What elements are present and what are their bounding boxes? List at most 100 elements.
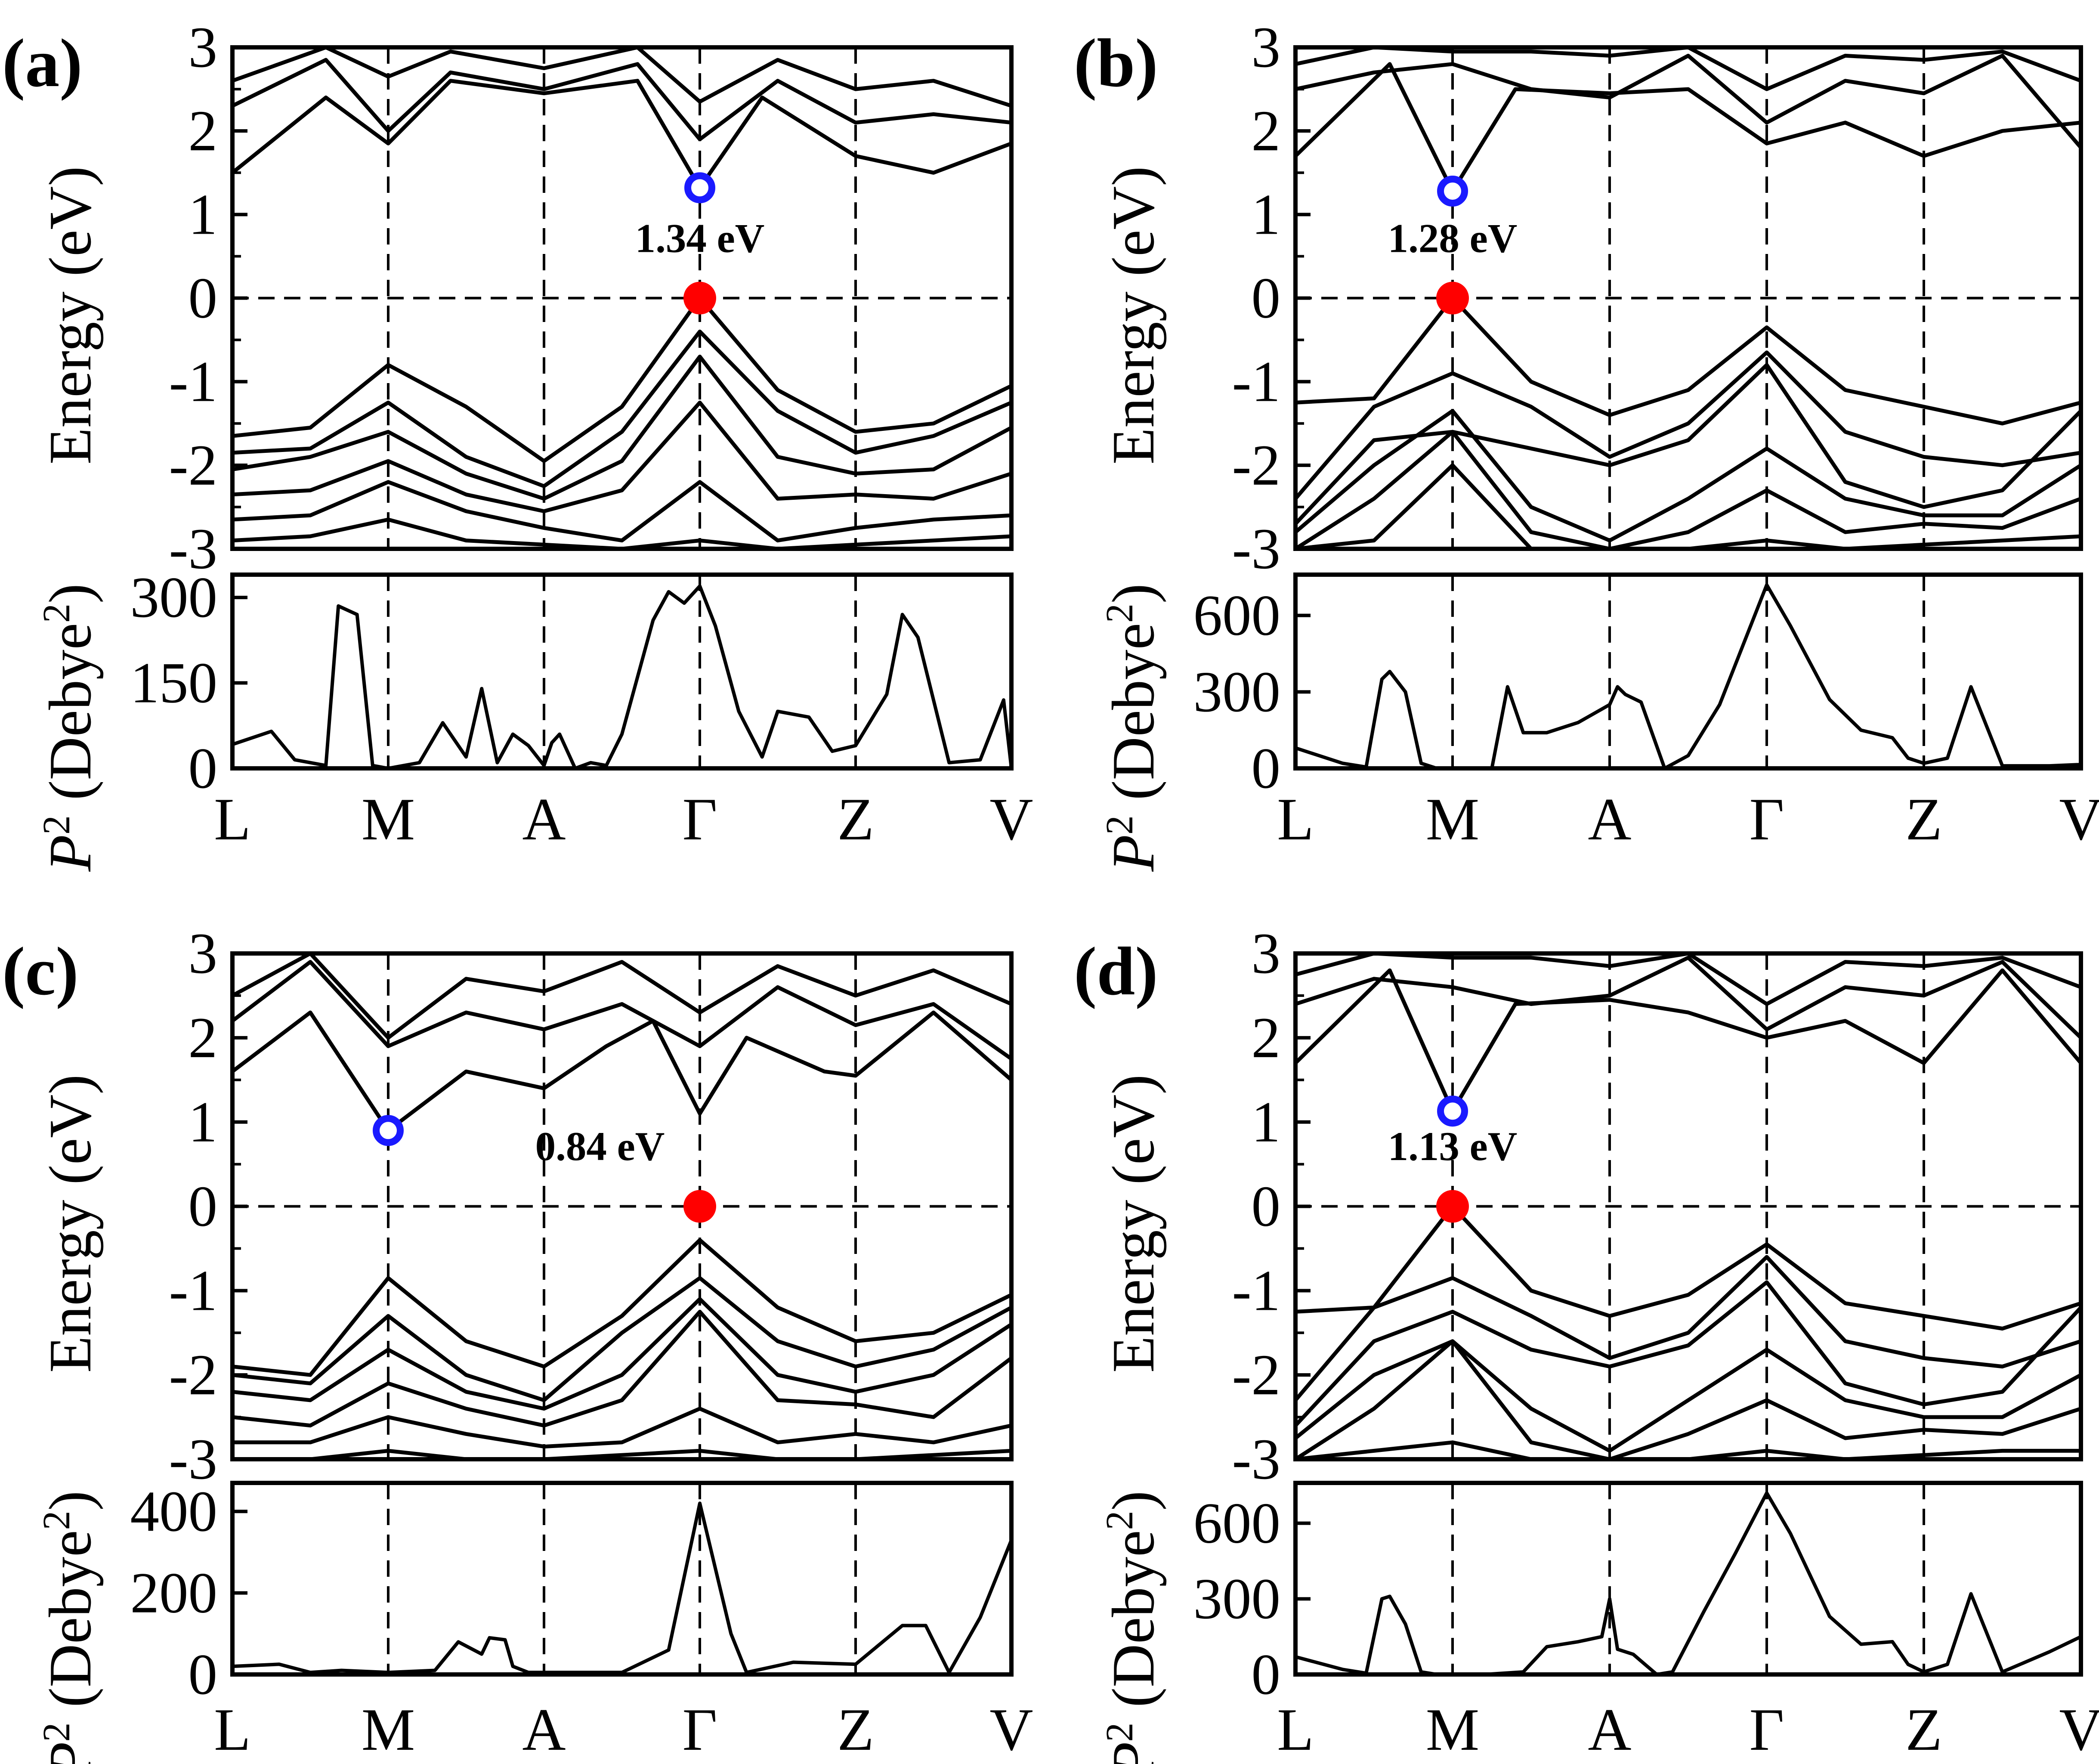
band-2 (232, 960, 1011, 1061)
vbm-marker (683, 282, 716, 315)
p2-line (1295, 1491, 2081, 1674)
x-tick-label: L (1277, 786, 1314, 853)
band-y-tick-label: 2 (189, 1006, 218, 1070)
band-y-tick-label: 1 (1252, 1090, 1281, 1154)
band-9 (1295, 463, 2081, 549)
band-y-tick-label: 0 (1252, 1175, 1281, 1239)
p2-y-tick-label: 300 (1193, 660, 1281, 724)
band-lines (232, 953, 1011, 1459)
p2-y-axis-label: P2 (Debye2) (35, 583, 104, 872)
band-y-tick-label: -1 (169, 350, 217, 414)
x-tick-label: Z (837, 1696, 874, 1763)
band-y-axis-label: Energy (eV) (37, 1074, 104, 1373)
band-3 (1295, 47, 2081, 91)
panel-b: (b) 3 2 1 0 -1 -2 -3 Energy (eV) 1.28 eV 600 300 0 P2… (1074, 15, 2099, 872)
x-tick-label: Z (1905, 1696, 1942, 1763)
band-2 (232, 58, 1011, 142)
p2-plot-frame (1293, 573, 2083, 771)
panel-a: (a) 3 2 1 0 -1 -2 -3 Energy (eV) 1.34 eV 300 150 0 P2… (2, 15, 1033, 872)
band-y-tick-label: -2 (1232, 433, 1280, 498)
band-3 (232, 47, 1011, 108)
panel-label: (b) (1074, 25, 1158, 101)
band-7 (232, 1309, 1011, 1428)
band-2 (1295, 956, 2081, 1040)
x-tick-label: A (522, 786, 566, 853)
p2-y-tick-label: 200 (130, 1561, 218, 1625)
band-6 (1295, 363, 2081, 525)
band-y-tick-label: 2 (1252, 1006, 1281, 1070)
band-6 (1295, 1280, 2081, 1427)
band-8 (232, 1407, 1011, 1449)
band-y-tick-label: -1 (169, 1259, 217, 1323)
p2-plot-frame (1293, 1481, 2083, 1677)
x-tick-label: A (522, 1696, 566, 1763)
band-5 (232, 329, 1011, 488)
band-y-tick-label: -1 (1232, 1259, 1280, 1323)
p2-y-tick-label: 400 (130, 1479, 218, 1544)
vbm-marker (683, 1190, 716, 1223)
x-tick-label: M (362, 786, 415, 853)
band-y-tick-label: -2 (1232, 1343, 1280, 1407)
panel-label: (a) (2, 25, 83, 101)
band-lines (1295, 47, 2081, 549)
p2-y-tick-label: 300 (130, 566, 218, 630)
x-tick-label: Z (1905, 786, 1942, 853)
p2-line (1295, 583, 2081, 768)
band-y-axis-label: Energy (eV) (37, 166, 104, 464)
p2-y-tick-label: 0 (1252, 1643, 1281, 1707)
p2-y-axis-label: P2 (Debye2) (35, 1491, 104, 1764)
band-7 (1295, 409, 2081, 543)
band-8 (1295, 1339, 2081, 1459)
panel-label: (c) (2, 933, 79, 1009)
p2-line (232, 1501, 1011, 1674)
band-y-tick-label: 1 (189, 183, 218, 247)
x-tick-label: Γ (683, 786, 717, 853)
band-2 (1295, 53, 2081, 149)
band-1 (1295, 62, 2081, 193)
p2-y-tick-label: 0 (189, 1643, 218, 1707)
band-y-tick-label: 0 (1252, 266, 1281, 331)
band-6 (232, 1297, 1011, 1411)
vbm-marker (1436, 282, 1469, 315)
band-9 (232, 517, 1011, 549)
p2-y-tick-label: 600 (1193, 584, 1281, 648)
band-y-tick-label: -3 (169, 1427, 217, 1492)
band-y-tick-label: 2 (189, 99, 218, 163)
band-y-tick-label: -2 (169, 433, 217, 498)
cbm-marker (1437, 1096, 1468, 1127)
x-tick-label: V (989, 1696, 1033, 1763)
x-tick-label: A (1588, 1696, 1631, 1763)
band-1 (232, 79, 1011, 190)
x-tick-label: M (1426, 1696, 1479, 1763)
p2-y-tick-label: 600 (1193, 1492, 1281, 1556)
p2-line (232, 584, 1011, 768)
band-gap-label: 1.13 eV (1388, 1123, 1518, 1169)
band-y-axis-label: Energy (eV) (1100, 166, 1167, 464)
band-4 (1295, 296, 2081, 426)
x-tick-label: Γ (683, 1696, 717, 1763)
cbm-marker (373, 1115, 404, 1146)
x-tick-label: Γ (1750, 786, 1784, 853)
cbm-marker (684, 172, 715, 204)
band-1 (232, 1010, 1011, 1133)
band-9 (1295, 1440, 2081, 1459)
band-y-tick-label: 2 (1252, 99, 1281, 163)
band-y-tick-label: 0 (189, 266, 218, 331)
x-tick-label: M (1426, 786, 1479, 853)
panel-c: (c) 3 2 1 0 -1 -2 -3 Energy (eV) 0.84 eV 400 200 0 P2… (2, 922, 1033, 1764)
band-4 (232, 296, 1011, 463)
band-4 (1295, 1204, 2081, 1331)
x-tick-label: L (1277, 1696, 1314, 1763)
band-lines (232, 47, 1011, 549)
x-tick-label: L (214, 1696, 251, 1763)
panel-d: (d) 3 2 1 0 -1 -2 -3 Energy (eV) 1.13 eV 600 300 0 P2… (1074, 922, 2099, 1764)
band-y-tick-label: 3 (189, 15, 218, 80)
x-tick-label: A (1588, 786, 1631, 853)
band-5 (1295, 350, 2081, 500)
band-6 (232, 354, 1011, 501)
x-tick-label: Γ (1750, 1696, 1784, 1763)
band-5 (232, 1276, 1011, 1402)
band-3 (1295, 953, 2081, 1006)
p2-plot-frame (230, 1481, 1014, 1677)
band-y-tick-label: 3 (189, 922, 218, 986)
